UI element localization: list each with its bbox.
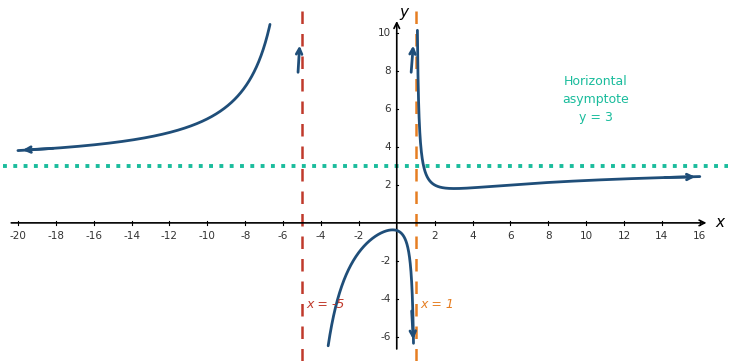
Text: 6: 6 [507,231,514,241]
Text: 10: 10 [580,231,593,241]
Text: 12: 12 [618,231,631,241]
Text: 10: 10 [378,28,391,38]
Text: 8: 8 [545,231,552,241]
Text: -12: -12 [161,231,178,241]
Text: 2: 2 [431,231,438,241]
Text: x = 1: x = 1 [420,298,454,311]
Text: Horizontal
asymptote
y = 3: Horizontal asymptote y = 3 [562,75,629,124]
Text: -4: -4 [381,294,391,304]
Text: -14: -14 [123,231,140,241]
Text: -4: -4 [316,231,326,241]
Text: -2: -2 [354,231,364,241]
Text: 16: 16 [693,231,706,241]
Text: -16: -16 [86,231,102,241]
Text: 4: 4 [385,142,391,152]
Text: 6: 6 [385,104,391,114]
Text: -6: -6 [381,332,391,341]
Text: 2: 2 [385,180,391,190]
Text: 4: 4 [469,231,476,241]
Text: -2: -2 [381,256,391,266]
Text: x = -5: x = -5 [307,298,345,311]
Text: y: y [400,5,409,20]
Text: x: x [715,215,724,230]
Text: -18: -18 [48,231,64,241]
Text: 14: 14 [655,231,669,241]
Text: -8: -8 [240,231,251,241]
Text: 8: 8 [385,66,391,76]
Text: -10: -10 [199,231,216,241]
Text: -20: -20 [10,231,26,241]
Text: -6: -6 [278,231,288,241]
